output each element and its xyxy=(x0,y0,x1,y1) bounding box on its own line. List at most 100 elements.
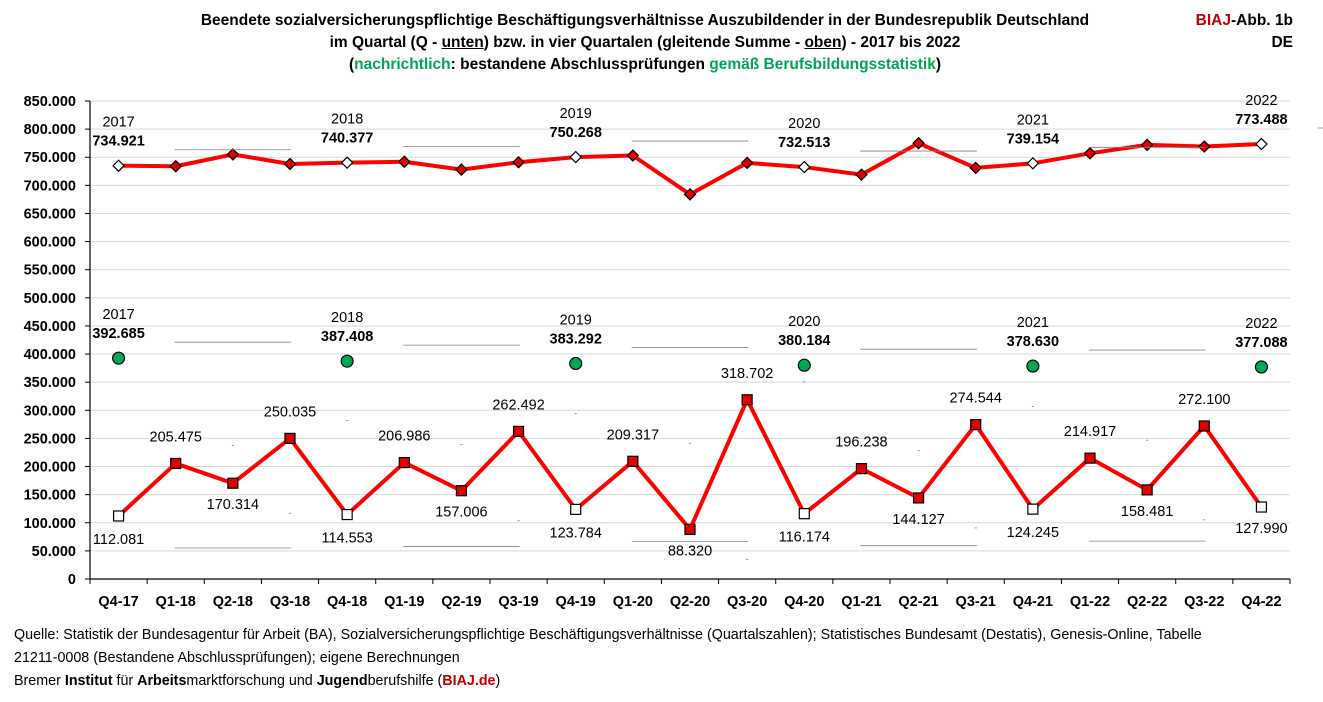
year-label-gleitende-summe: 2020 xyxy=(788,116,820,132)
point-gleitende-summe xyxy=(1197,140,1211,153)
value-label-gleitende-summe: 734.921 xyxy=(92,134,144,150)
y-tick-label: 850.000 xyxy=(24,94,76,110)
title-line-3-close: ) xyxy=(935,56,941,73)
x-tick-label: Q4-18 xyxy=(327,594,367,610)
point-quartal xyxy=(855,463,868,475)
title-gemaess: gemäß Berufsbildungsstatistik xyxy=(709,56,936,73)
value-label-gleitende-summe: 732.513 xyxy=(778,135,830,151)
title-line-2-b: ) bzw. in vier Quartalen (gleitende Summ… xyxy=(483,34,805,51)
data-label-quartal: 123.784 xyxy=(550,525,602,541)
point-quartal xyxy=(1141,484,1153,496)
x-tick-label: Q3-20 xyxy=(727,594,767,610)
year-label-gleitende-summe: 2022 xyxy=(1245,93,1277,109)
y-tick-label: 750.000 xyxy=(24,150,76,166)
point-quartal xyxy=(912,492,925,504)
point-bestandene-pruefungen xyxy=(340,354,354,368)
point-quartal xyxy=(970,419,982,431)
x-tick-label: Q4-19 xyxy=(556,594,596,610)
data-label-quartal: 318.702 xyxy=(721,366,773,382)
point-gleitende-summe xyxy=(683,188,697,201)
source-text: Bremer xyxy=(14,673,65,689)
data-label-quartal: 250.035 xyxy=(264,404,316,420)
year-label-gleitende-summe: 2019 xyxy=(560,106,592,122)
data-label-quartal: 144.127 xyxy=(892,512,944,528)
data-label-quartal: 262.492 xyxy=(492,397,544,413)
source-text: ) xyxy=(495,673,501,689)
y-tick-label: 600.000 xyxy=(24,235,76,251)
source-text-bold: Institut xyxy=(64,673,113,689)
point-gleitende-summe xyxy=(340,156,354,169)
value-label-gleitende-summe: 740.377 xyxy=(321,131,373,147)
point-quartal xyxy=(512,425,525,437)
x-tick-label: Q1-22 xyxy=(1070,594,1110,610)
data-label-quartal: 88.320 xyxy=(668,543,712,559)
data-label-quartal: 206.986 xyxy=(378,429,430,445)
y-tick-label: 300.000 xyxy=(24,403,76,419)
x-tick-label: Q1-18 xyxy=(156,594,196,610)
value-label-gleitende-summe: 739.154 xyxy=(1007,131,1059,147)
value-label-bestandene-pruefungen: 392.685 xyxy=(92,326,144,342)
point-gleitende-summe xyxy=(855,168,868,182)
y-tick-label: 800.000 xyxy=(24,122,76,138)
data-label-quartal: 272.100 xyxy=(1178,392,1230,408)
data-label-quartal: 170.314 xyxy=(207,497,259,513)
x-tick-label: Q3-18 xyxy=(270,594,310,610)
y-tick-label: 150.000 xyxy=(24,488,76,504)
point-quartal xyxy=(570,503,582,515)
point-quartal xyxy=(684,523,696,535)
year-label-bestandene-pruefungen: 2020 xyxy=(788,314,820,330)
title-line-3-mid: : bestandene Abschlussprüfungen xyxy=(450,56,710,73)
badge-abb: -Abb. 1b xyxy=(1231,12,1293,29)
x-tick-label: Q2-18 xyxy=(213,594,253,610)
point-gleitende-summe xyxy=(969,161,983,175)
point-gleitende-summe xyxy=(455,163,468,176)
point-bestandene-pruefungen xyxy=(1254,360,1268,374)
title-oben: oben xyxy=(804,34,842,51)
y-tick-label: 200.000 xyxy=(24,460,76,476)
x-tick-label: Q1-21 xyxy=(841,594,881,610)
point-quartal xyxy=(170,457,182,470)
point-quartal xyxy=(798,508,810,520)
biaj-link[interactable]: BIAJ.de xyxy=(442,673,496,689)
source-line-1: Quelle: Statistik der Bundesagentur für … xyxy=(14,627,1202,643)
y-tick-label: 650.000 xyxy=(24,206,76,222)
point-quartal xyxy=(741,394,753,406)
source-text-bold: Jugend xyxy=(316,673,368,689)
source-text: für xyxy=(112,673,138,689)
point-gleitende-summe xyxy=(512,155,525,169)
x-tick-label: Q2-20 xyxy=(670,594,710,610)
x-tick-label: Q2-21 xyxy=(898,594,938,610)
data-label-quartal: 114.553 xyxy=(321,531,372,547)
point-gleitende-summe xyxy=(912,136,925,150)
point-gleitende-summe xyxy=(740,156,754,170)
title-line-3-open: ( xyxy=(349,56,355,73)
point-gleitende-summe xyxy=(797,160,811,174)
point-quartal xyxy=(284,432,296,444)
title-unten: unten xyxy=(441,34,484,51)
source-line-2: 21211-0008 (Bestandene Abschlussprüfunge… xyxy=(14,650,460,666)
year-label-bestandene-pruefungen: 2017 xyxy=(102,307,134,323)
y-tick-label: 100.000 xyxy=(24,516,76,532)
x-tick-label: Q3-21 xyxy=(956,594,996,610)
y-tick-label: 450.000 xyxy=(24,319,76,335)
x-tick-label: Q2-19 xyxy=(441,594,481,610)
source-text-bold: Arbeits xyxy=(137,673,187,689)
source-text: berufshilfe ( xyxy=(367,673,443,689)
x-tick-label: Q4-22 xyxy=(1241,594,1281,610)
point-bestandene-pruefungen xyxy=(112,351,126,365)
data-label-quartal: 157.006 xyxy=(435,505,487,521)
point-quartal xyxy=(455,485,468,497)
data-label-quartal: 274.544 xyxy=(950,391,1002,407)
source-line-3: Bremer Institut für Arbeitsmarktforschun… xyxy=(14,670,1304,693)
point-gleitende-summe xyxy=(1083,146,1097,160)
source-note: Quelle: Statistik der Bundesagentur für … xyxy=(14,624,1304,693)
point-quartal xyxy=(1255,501,1268,513)
point-gleitende-summe xyxy=(626,149,640,162)
x-tick-label: Q4-20 xyxy=(784,594,824,610)
data-label-quartal: 209.317 xyxy=(607,427,659,443)
point-gleitende-summe xyxy=(226,148,240,161)
x-tick-label: Q1-19 xyxy=(384,594,424,610)
data-label-quartal: 205.475 xyxy=(150,429,202,445)
y-tick-label: 400.000 xyxy=(24,347,76,363)
